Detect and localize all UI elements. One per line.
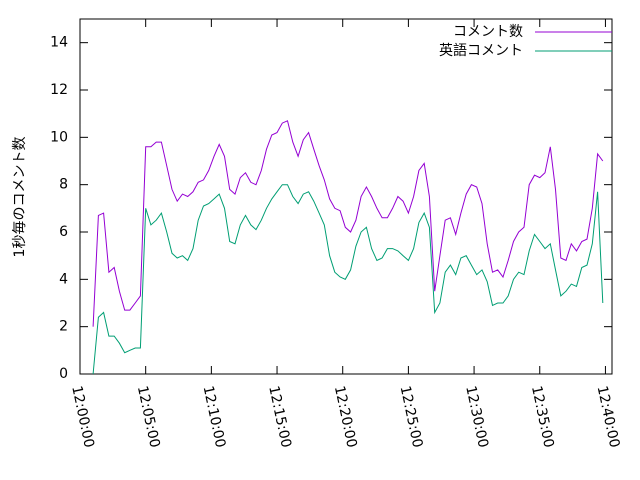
y-tick-label: 8 [59, 177, 68, 193]
y-tick-label: 12 [50, 82, 68, 98]
y-tick-label: 0 [59, 366, 68, 382]
legend-label: 英語コメント [439, 42, 523, 59]
plot-border [79, 18, 613, 375]
y-tick-label: 2 [59, 319, 68, 335]
y-tick-label: 10 [50, 129, 68, 145]
y-axis-label: 1秒毎のコメント数 [12, 137, 28, 258]
data-line [92, 120, 604, 327]
legend-label: コメント数 [453, 24, 523, 40]
data-line [92, 184, 604, 375]
y-tick-label: 14 [50, 35, 68, 51]
y-tick-label: 4 [59, 271, 68, 287]
y-tick-label: 6 [59, 224, 68, 240]
